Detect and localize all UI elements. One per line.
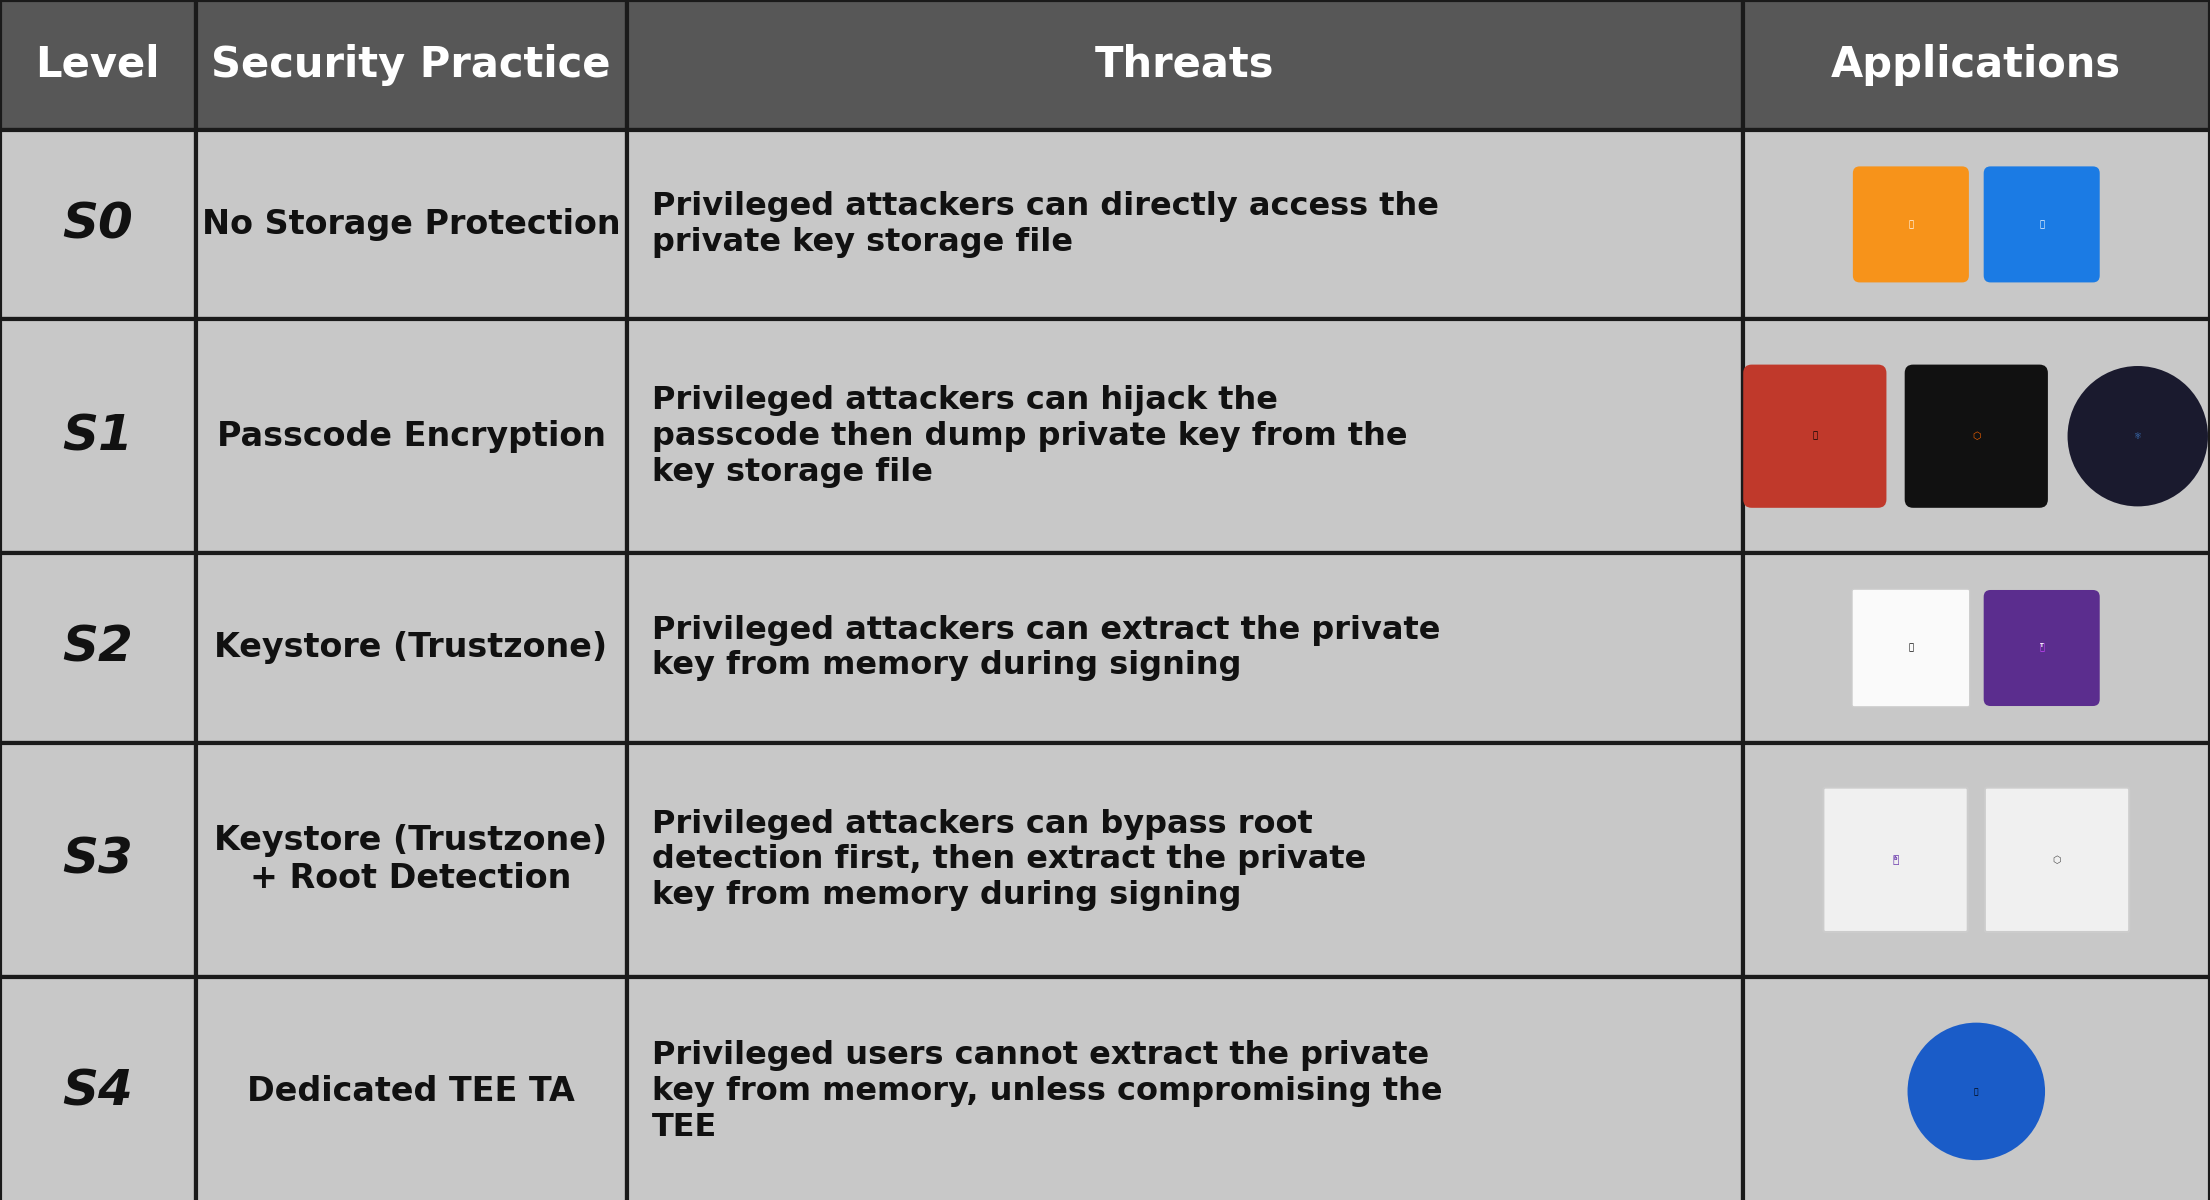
Bar [1825,790,1965,930]
Text: S4: S4 [62,1068,133,1116]
Bar [1744,319,2210,553]
Text: T: T [2040,643,2044,648]
Bar [628,319,1744,553]
Text: Dedicated TEE TA: Dedicated TEE TA [248,1075,575,1108]
Bar [197,743,628,977]
Text: Keystore (Trustzone): Keystore (Trustzone) [214,631,608,665]
Text: 🏏: 🏏 [1812,432,1817,440]
FancyBboxPatch shape [1823,787,1967,932]
Text: 🛡: 🛡 [1892,854,1898,865]
FancyBboxPatch shape [1852,589,1969,707]
Bar [0,319,197,553]
Text: S0: S0 [62,200,133,248]
Bar [1987,790,2128,930]
Bar [628,0,1744,130]
Text: Security Practice: Security Practice [212,43,610,85]
Text: Passcode Encryption: Passcode Encryption [217,420,606,452]
Bar [197,319,628,553]
Bar [197,977,628,1200]
Bar [0,977,197,1200]
Bar [1744,130,2210,319]
Bar [0,130,197,319]
Text: S2: S2 [62,624,133,672]
Text: ⚛: ⚛ [2135,432,2141,440]
Circle shape [1907,1022,2044,1160]
FancyBboxPatch shape [1985,167,2100,282]
FancyBboxPatch shape [1744,365,1887,508]
Text: ₿: ₿ [1907,220,1914,229]
Bar [0,0,197,130]
Text: Keystore (Trustzone)
+ Root Detection: Keystore (Trustzone) + Root Detection [214,824,608,895]
Bar [1744,977,2210,1200]
Bar [197,0,628,130]
Bar [1744,0,2210,130]
Text: Privileged attackers can directly access the
private key storage file: Privileged attackers can directly access… [652,191,1439,258]
Text: ₿: ₿ [2040,220,2044,229]
Bar [628,977,1744,1200]
Bar [1744,743,2210,977]
Bar [197,553,628,743]
Bar [628,130,1744,319]
Text: 🛡: 🛡 [2040,643,2044,653]
Text: No Storage Protection: No Storage Protection [201,208,621,241]
Text: Privileged attackers can bypass root
detection first, then extract the private
k: Privileged attackers can bypass root det… [652,809,1366,911]
FancyBboxPatch shape [1985,590,2100,706]
Bar [628,553,1744,743]
Bar [0,553,197,743]
Bar [1854,592,1967,704]
Text: Applications: Applications [1832,43,2122,85]
Bar [0,743,197,977]
Circle shape [2069,366,2208,506]
Text: Level: Level [35,43,159,85]
Text: Threats: Threats [1094,43,1275,85]
FancyBboxPatch shape [1852,167,1969,282]
Bar [628,743,1744,977]
Text: ⬡: ⬡ [1971,431,1980,442]
FancyBboxPatch shape [1905,365,2049,508]
Text: S1: S1 [62,413,133,460]
Text: Privileged users cannot extract the private
key from memory, unless compromising: Privileged users cannot extract the priv… [652,1040,1443,1142]
Text: Privileged attackers can hijack the
passcode then dump private key from the
key : Privileged attackers can hijack the pass… [652,385,1408,487]
Text: 🦊: 🦊 [1907,643,1914,653]
Text: 🔑: 🔑 [1974,1087,1978,1096]
Text: ⬡: ⬡ [2053,854,2062,865]
Text: ɓ: ɓ [1894,856,1898,860]
Bar [197,130,628,319]
Text: S3: S3 [62,835,133,883]
Text: Privileged attackers can extract the private
key from memory during signing: Privileged attackers can extract the pri… [652,614,1441,682]
FancyBboxPatch shape [1985,787,2128,932]
Bar [1744,553,2210,743]
